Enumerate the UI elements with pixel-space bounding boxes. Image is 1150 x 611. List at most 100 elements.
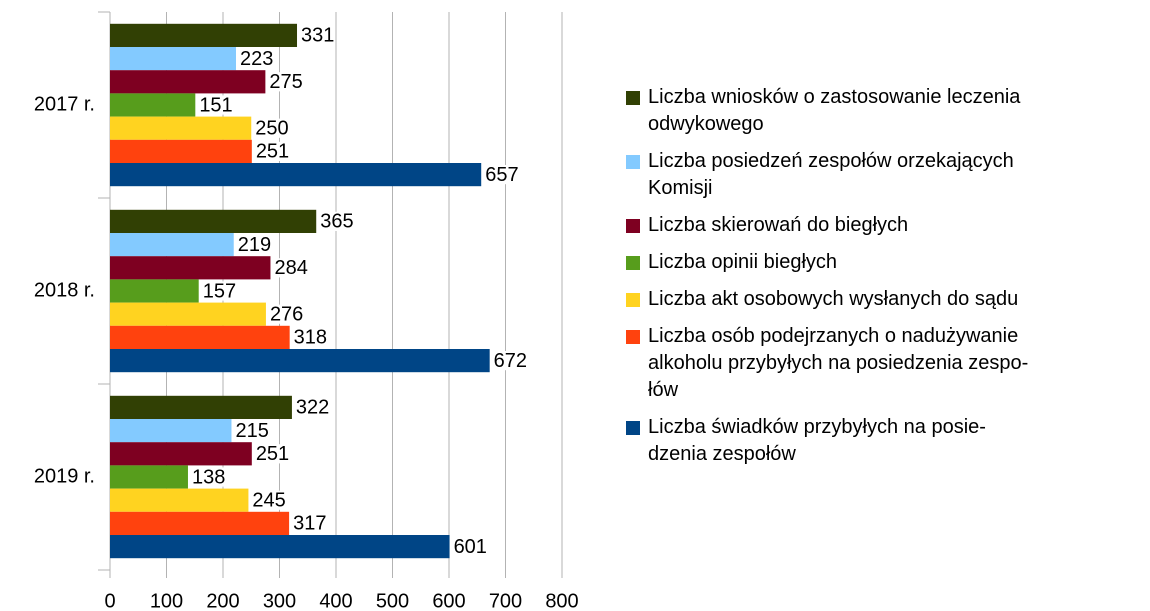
- x-tick-label: 800: [545, 590, 578, 611]
- bar: [110, 163, 482, 187]
- legend-label: Liczba akt osobowych wysłanych do sądu: [648, 288, 1018, 310]
- label-bg: [273, 258, 309, 278]
- legend-label: Liczba wniosków o zastosowanie leczenia o…: [648, 86, 1021, 135]
- label-bg: [236, 235, 273, 255]
- x-tick-label: 700: [489, 590, 522, 611]
- legend-swatch: [626, 256, 640, 270]
- y-tick-label: 2019 r.: [34, 465, 95, 487]
- bar: [110, 139, 252, 163]
- legend-swatch: [626, 219, 640, 233]
- data-label: 223: [240, 48, 273, 70]
- data-label: 601: [454, 536, 487, 558]
- label-bg: [484, 165, 520, 185]
- legend-label: Liczba świadków przybyłych na posie-dzen…: [648, 416, 986, 465]
- bar: [110, 511, 290, 535]
- legend-line: alkoholu przybyłych na posiedzenia zespo…: [648, 352, 1028, 374]
- legend-line: Liczba opinii biegłych: [648, 251, 837, 273]
- bar: [110, 47, 236, 71]
- bar: [110, 209, 317, 233]
- bar: [110, 325, 290, 349]
- data-label: 138: [192, 466, 225, 488]
- data-label: 250: [255, 117, 288, 139]
- label-bg: [292, 513, 328, 533]
- x-tick-label: 600: [432, 590, 465, 611]
- bar: [110, 442, 252, 466]
- data-label: 215: [235, 420, 268, 442]
- x-tick-label: 100: [150, 590, 183, 611]
- bar: [110, 465, 188, 489]
- label-bg: [492, 351, 529, 371]
- data-label: 365: [320, 211, 353, 233]
- legend-line: Liczba wniosków o zastosowanie leczenia: [648, 86, 1021, 108]
- data-label: 322: [296, 397, 329, 419]
- legend-label: Liczba osób podejrzanych o nadużywanie al…: [648, 325, 1028, 401]
- data-label: 672: [494, 350, 527, 372]
- bar: [110, 395, 292, 419]
- legend-label: Liczba posiedzeń zespołów orzekających Ko…: [648, 150, 1014, 199]
- data-label: 657: [485, 164, 518, 186]
- legend-line: odwykowego: [648, 113, 764, 135]
- legend-swatch: [626, 330, 640, 344]
- label-bg: [251, 490, 287, 510]
- data-label: 318: [294, 327, 327, 349]
- bar: [110, 256, 271, 280]
- legend-swatch: [626, 421, 640, 435]
- label-bg: [268, 304, 305, 324]
- legend-line: Komisji: [648, 177, 712, 199]
- legend-label: Liczba skierowań do biegłych: [648, 214, 908, 236]
- bar: [110, 70, 266, 94]
- data-label: 151: [199, 94, 232, 116]
- y-tick-label: 2018 r.: [34, 279, 95, 301]
- label-bg: [254, 141, 291, 161]
- legend-line: dzenia zespołów: [648, 443, 796, 465]
- x-tick-label: 400: [319, 590, 352, 611]
- data-label: 251: [256, 443, 289, 465]
- data-label: 331: [301, 25, 334, 47]
- x-tick-label: 300: [263, 590, 296, 611]
- label-bg: [292, 327, 329, 347]
- x-tick-label: 0: [104, 590, 115, 611]
- data-label: 276: [270, 303, 303, 325]
- legend-swatch: [626, 155, 640, 169]
- bar: [110, 488, 249, 512]
- legend-line: Liczba osób podejrzanych o nadużywanie: [648, 325, 1018, 347]
- data-label: 157: [203, 280, 236, 302]
- data-label: 245: [252, 489, 285, 511]
- legend-line: Liczba świadków przybyłych na posie-: [648, 416, 986, 438]
- legend-line: Liczba posiedzeń zespołów orzekających: [648, 150, 1014, 172]
- x-tick-label: 500: [376, 590, 409, 611]
- label-bg: [234, 421, 270, 441]
- legend-line: Liczba skierowań do biegłych: [648, 214, 908, 236]
- label-bg: [201, 281, 238, 301]
- data-label: 284: [274, 257, 307, 279]
- bar: [110, 116, 252, 140]
- bar: [110, 349, 490, 373]
- data-label: 251: [256, 141, 289, 163]
- bar: [110, 535, 450, 559]
- label-bg: [452, 537, 488, 557]
- legend-line: łów: [648, 379, 679, 401]
- legend-swatch: [626, 91, 640, 105]
- bar: [110, 23, 298, 47]
- label-bg: [319, 211, 355, 231]
- data-label: 275: [269, 71, 302, 93]
- label-bg: [190, 467, 227, 487]
- bar: [110, 302, 266, 326]
- bar: [110, 419, 232, 443]
- data-label: 317: [293, 513, 326, 535]
- y-tick-label: 2017 r.: [34, 93, 95, 115]
- label-bg: [300, 25, 336, 45]
- data-label: 219: [238, 234, 271, 256]
- legend-line: Liczba akt osobowych wysłanych do sądu: [648, 288, 1018, 310]
- legend-label: Liczba opinii biegłych: [648, 251, 837, 273]
- legend-swatch: [626, 293, 640, 307]
- label-bg: [254, 118, 290, 138]
- label-bg: [254, 444, 291, 464]
- bar: [110, 279, 199, 303]
- label-bg: [268, 72, 304, 92]
- bar: [110, 93, 196, 117]
- label-bg: [198, 95, 234, 115]
- bar: [110, 233, 234, 257]
- x-tick-label: 200: [206, 590, 239, 611]
